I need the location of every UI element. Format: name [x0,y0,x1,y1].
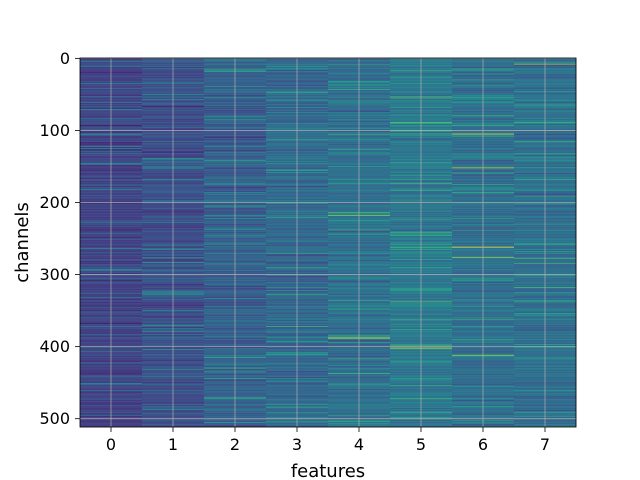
y-tick-label: 100 [39,121,70,140]
y-tick-label: 0 [60,49,70,68]
y-tick-label: 200 [39,193,70,212]
x-tick-label: 7 [540,435,550,454]
x-tick-label: 2 [230,435,240,454]
x-tick-label: 6 [478,435,488,454]
plot-frame [79,57,577,428]
y-axis: 0 100 200 300 400 500 [39,49,80,428]
x-tick-label: 4 [354,435,364,454]
x-tick-label: 0 [106,435,116,454]
y-axis-label: channels [12,202,33,283]
y-tick-label: 500 [39,409,70,428]
x-tick-label: 3 [292,435,302,454]
x-axis: 0 1 2 3 4 5 6 7 [106,427,550,454]
x-tick-label: 1 [168,435,178,454]
heatmap-cells [80,58,577,428]
x-axis-label: features [291,461,365,480]
y-tick-label: 400 [39,337,70,356]
grid-lines [80,57,576,427]
y-tick-label: 300 [39,265,70,284]
x-tick-label: 5 [416,435,426,454]
